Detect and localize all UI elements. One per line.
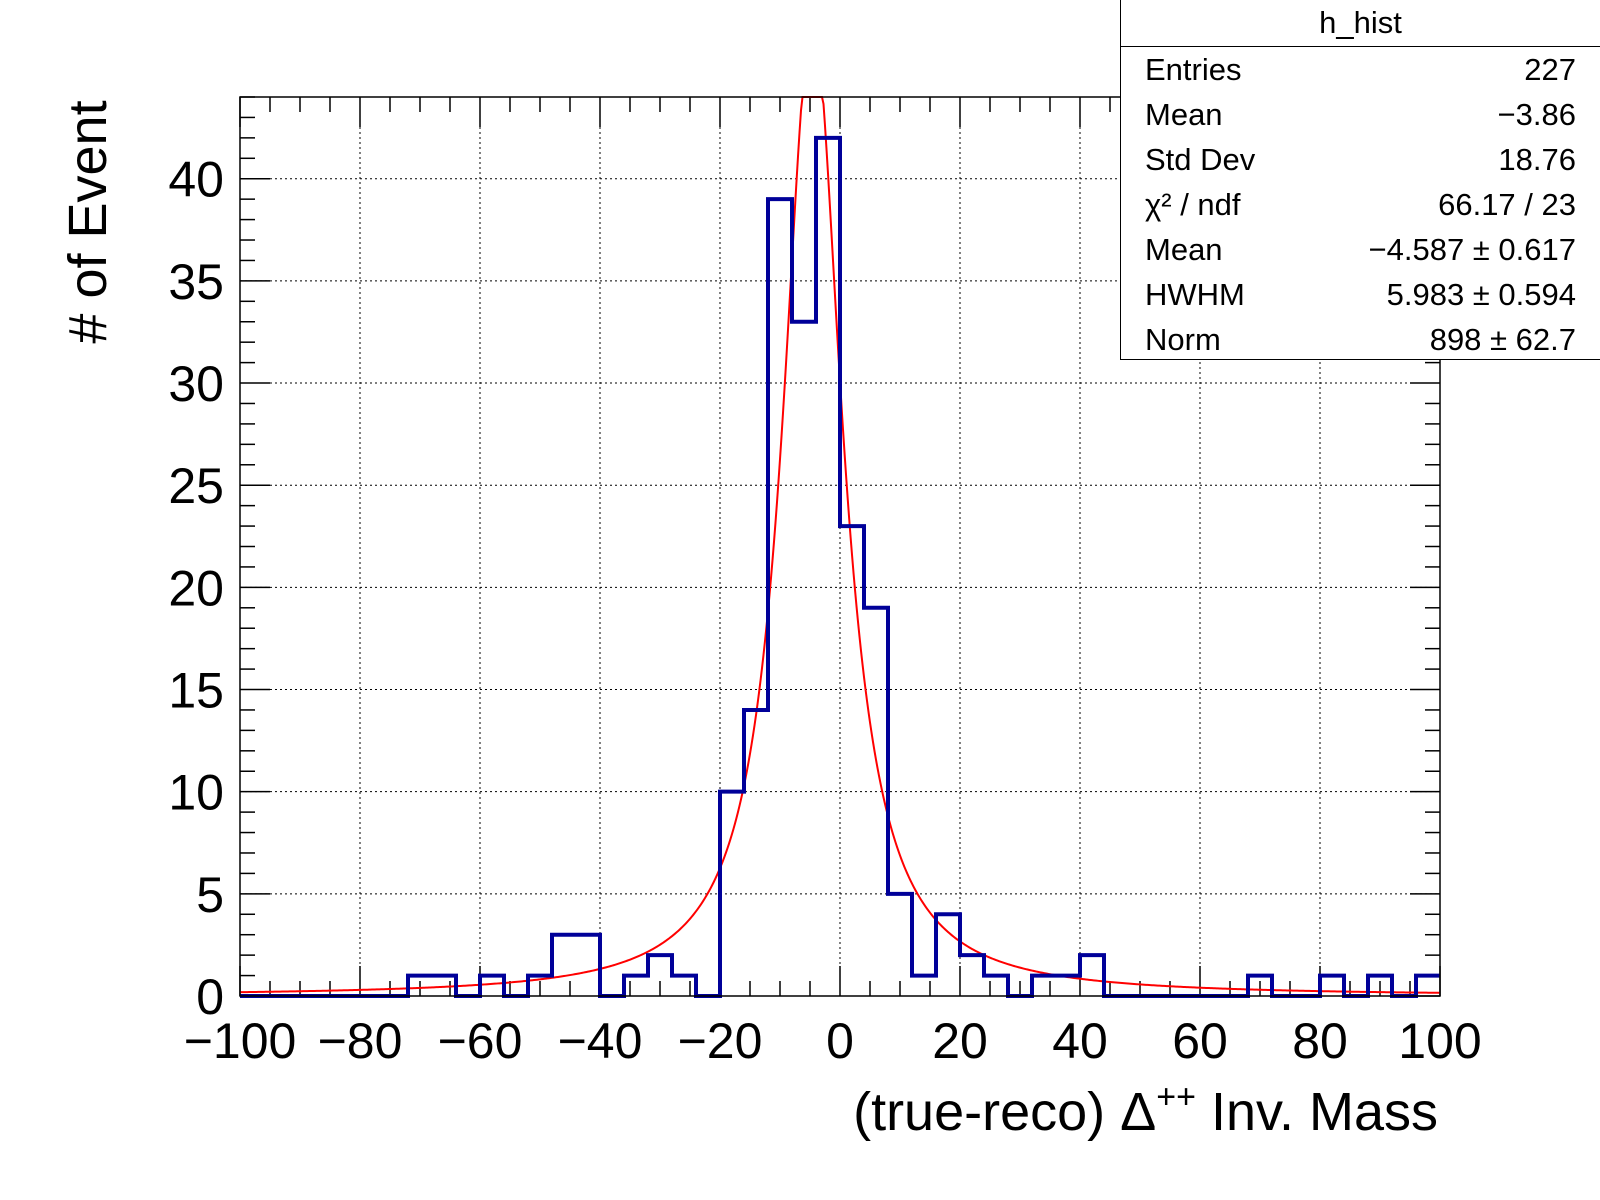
y-axis-label: # of Event [58,100,118,343]
stats-row-value: 5.983 ± 0.594 [1386,277,1576,312]
x-tick-label: 60 [1172,1013,1228,1069]
x-tick-label: 40 [1052,1013,1108,1069]
plot-frame [239,96,1441,997]
y-tick-label: 5 [196,867,224,923]
x-tick-label: 100 [1398,1013,1481,1069]
stats-rows: Entries 227 Mean −3.86 Std Dev 18.76 χ² / ndf 6… [1121,47,1600,362]
y-tick-labels: 0 5 10 15 20 25 30 35 40 [168,152,224,1025]
y-tick-label: 25 [168,458,224,514]
y-tick-label: 10 [168,765,224,821]
stats-row: Std Dev 18.76 [1121,137,1600,182]
stats-row-value: 66.17 / 23 [1438,187,1576,222]
stats-row: Norm 898 ± 62.7 [1121,317,1600,362]
stats-row: Mean −4.587 ± 0.617 [1121,227,1600,272]
y-tick-label: 35 [168,254,224,310]
y-tick-label: 30 [168,356,224,412]
x-tick-label: 0 [826,1013,854,1069]
stats-row-label: HWHM [1145,277,1245,312]
axis-ticks [239,96,1441,997]
x-tick-label: −20 [678,1013,763,1069]
stats-row-label: Std Dev [1145,142,1256,177]
stats-row-label: χ² / ndf [1145,187,1241,222]
x-tick-label: 80 [1292,1013,1348,1069]
stats-row-value: 227 [1524,52,1576,87]
histogram-series [240,135,1440,998]
y-tick-label: 20 [168,560,224,616]
y-tick-label: 40 [168,152,224,208]
stats-box: h_hist Entries 227 Mean −3.86 Std Dev 18.76 χ²… [1120,0,1600,360]
stats-row-value: 18.76 [1498,142,1576,177]
x-tick-label: −100 [184,1013,297,1069]
y-tick-label: 15 [168,663,224,719]
stats-row: Mean −3.86 [1121,92,1600,137]
x-tick-label: −80 [318,1013,403,1069]
x-tick-label: −40 [558,1013,643,1069]
stats-row: Entries 227 [1121,47,1600,92]
stats-row-label: Mean [1145,232,1223,267]
stats-row-label: Mean [1145,97,1223,132]
x-axis-label: (true-reco) Δ++ Inv. Mass [853,1078,1438,1142]
stats-row-label: Entries [1145,52,1242,87]
stats-row-value: −3.86 [1497,97,1576,132]
stats-row: HWHM 5.983 ± 0.594 [1121,272,1600,317]
stats-row: χ² / ndf 66.17 / 23 [1121,182,1600,227]
y-tick-label: 0 [196,969,224,1025]
x-tick-labels: −100 −80 −60 −40 −20 0 20 40 60 80 100 [184,1013,1482,1069]
stats-title: h_hist [1121,0,1600,47]
stats-row-value: −4.587 ± 0.617 [1368,232,1577,267]
stats-row-value: 898 ± 62.7 [1429,322,1576,357]
stats-row-label: Norm [1145,322,1221,357]
x-tick-label: −60 [438,1013,523,1069]
x-tick-label: 20 [932,1013,988,1069]
